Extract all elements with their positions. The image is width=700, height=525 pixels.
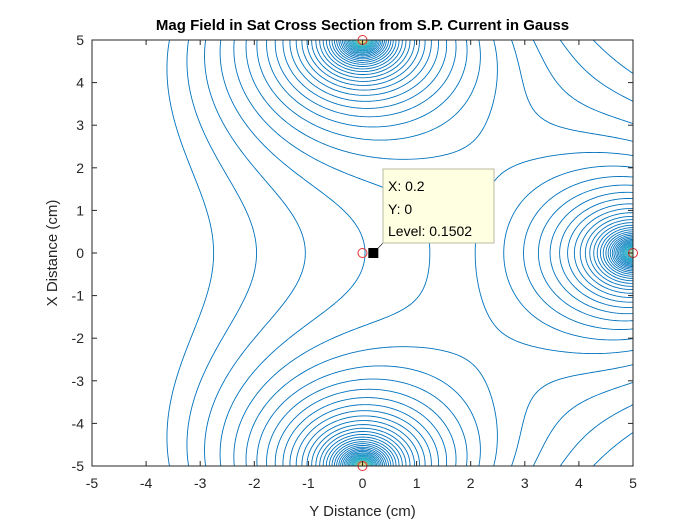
- x-tick-label: 0: [359, 475, 367, 491]
- chart-title: Mag Field in Sat Cross Section from S.P.…: [156, 17, 569, 34]
- contour-line: [322, 40, 633, 466]
- data-tip-box: [382, 168, 495, 244]
- contour-line: [340, 40, 633, 466]
- y-tick-label: -3: [72, 373, 85, 389]
- data-tip-marker[interactable]: [368, 248, 379, 258]
- contour-line: [282, 40, 633, 466]
- contour-line: [346, 40, 633, 466]
- contour-line: [359, 40, 366, 466]
- contour-line: [333, 40, 633, 466]
- contour-line: [274, 40, 633, 466]
- contour-line: [186, 40, 633, 466]
- contour-line: [311, 40, 633, 466]
- data-tip-x: X: 0.2: [388, 178, 425, 194]
- y-axis: -5 -4 -3 -2 -1 0 1 2 3 4 5: [72, 32, 633, 474]
- contour-line: [343, 40, 633, 466]
- x-tick-label: 3: [521, 475, 529, 491]
- contour-line: [349, 40, 633, 466]
- contour-line: [319, 40, 633, 466]
- y-tick-label: 2: [76, 160, 84, 176]
- plot-area: [91, 35, 638, 471]
- data-tip-level: Level: 0.1502: [388, 223, 472, 239]
- source-marker: [357, 248, 368, 258]
- y-tick-label: -4: [72, 415, 85, 431]
- y-tick-label: 5: [76, 32, 84, 48]
- contour-line: [256, 40, 633, 466]
- contour-line: [301, 40, 633, 466]
- x-tick-label: 5: [629, 475, 637, 491]
- contour-line: [345, 40, 633, 466]
- contour-line: [166, 40, 633, 466]
- contour-line: [295, 40, 633, 466]
- y-axis-label: X Distance (cm): [44, 200, 61, 307]
- y-tick-label: 4: [76, 75, 84, 91]
- data-tip[interactable]: X: 0.2 Y: 0 Level: 0.1502: [368, 168, 495, 258]
- contour-line: [325, 40, 633, 466]
- x-tick-label: -1: [302, 475, 315, 491]
- x-tick-label: -5: [86, 475, 99, 491]
- x-tick-label: 4: [575, 475, 583, 491]
- contour-line: [352, 40, 633, 466]
- x-tick-label: -2: [248, 475, 261, 491]
- contour-line: [289, 40, 633, 466]
- x-tick-label: 1: [413, 475, 421, 491]
- contour-line: [351, 40, 633, 466]
- contour-line: [341, 40, 633, 466]
- contour-line: [266, 40, 633, 466]
- y-tick-label: -2: [72, 330, 85, 346]
- x-tick-label: 2: [467, 475, 475, 491]
- x-axis-label: Y Distance (cm): [309, 503, 415, 520]
- contour-line: [315, 40, 633, 466]
- contour-line: [328, 40, 633, 466]
- y-tick-label: -1: [72, 288, 85, 304]
- contour-line: [331, 40, 633, 466]
- x-tick-label: -3: [194, 475, 207, 491]
- contour-line: [219, 40, 633, 466]
- contour-line: [204, 40, 633, 466]
- data-tip-y: Y: 0: [388, 201, 412, 217]
- contour-line: [347, 40, 633, 466]
- y-tick-label: -5: [72, 458, 85, 474]
- plot-background: [92, 40, 633, 466]
- y-tick-label: 3: [76, 117, 84, 133]
- y-tick-label: 1: [76, 202, 84, 218]
- y-tick-label: 0: [76, 245, 84, 261]
- x-axis: -5 -4 -3 -2 -1 0 1 2 3 4 5: [86, 40, 637, 491]
- x-tick-label: -4: [140, 475, 153, 491]
- contour-line: [336, 40, 633, 466]
- contour-line: [306, 40, 633, 466]
- contour-line: [350, 40, 633, 466]
